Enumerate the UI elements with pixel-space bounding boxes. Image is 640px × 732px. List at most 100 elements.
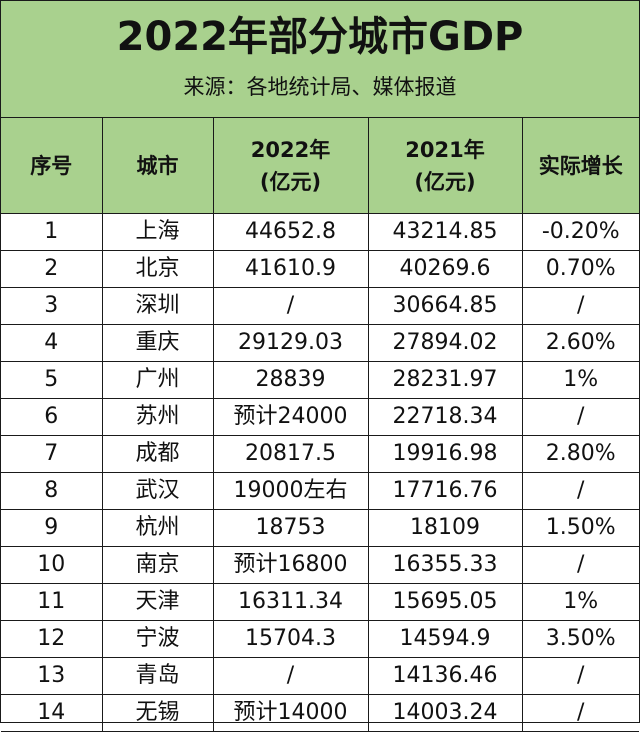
table-row: 14 无锡 预计14000 14003.24/ — [1, 694, 639, 732]
cell-city: 宁波 — [101, 620, 214, 658]
table-row: 8 武汉 19000左右 17716.76/ — [1, 472, 639, 510]
cell-index: 6 — [1, 398, 103, 436]
cell-gdp-2021: 19916.98 — [367, 435, 523, 473]
cell-city: 杭州 — [101, 509, 214, 547]
cell-growth: / — [521, 398, 639, 436]
cell-gdp-2021: 18109 — [367, 509, 523, 547]
header-index-label: 序号 — [30, 153, 73, 178]
table-row: 9 杭州 18753 18109 1.50% — [1, 509, 639, 547]
cell-growth: 1% — [521, 583, 639, 621]
cell-gdp-2021: 16355.33 — [367, 546, 523, 584]
cell-gdp-2021: 43214.85 — [367, 213, 523, 251]
table-row: 4 重庆 29129.03 27894.02 2.60% — [1, 324, 639, 362]
header-2021: 2021年 (亿元) — [367, 117, 523, 214]
cell-growth: / — [521, 657, 639, 695]
cell-gdp-2022: 16311.34 — [212, 583, 369, 621]
cell-growth: 1% — [521, 361, 639, 399]
cell-gdp-2022: 41610.9 — [212, 250, 369, 288]
header-index: 序号 — [1, 117, 103, 214]
cell-gdp-2021: 28231.97 — [367, 361, 523, 399]
cell-gdp-2022: 预计16800 — [212, 546, 369, 584]
cell-growth: / — [521, 472, 639, 510]
title-banner: 2022年部分城市GDP 来源：各地统计局、媒体报道 — [1, 1, 639, 118]
table-row: 3 深圳/30664.85/ — [1, 287, 639, 325]
cell-gdp-2022: 19000左右 — [212, 472, 369, 510]
cell-gdp-2022: 44652.8 — [212, 213, 369, 251]
cell-growth: / — [521, 546, 639, 584]
cell-gdp-2021: 40269.6 — [367, 250, 523, 288]
header-2021-year: 2021年 — [405, 137, 485, 162]
cell-index: 5 — [1, 361, 103, 399]
cell-index: 9 — [1, 509, 103, 547]
cell-gdp-2022: 预计14000 — [212, 694, 369, 732]
cell-gdp-2021: 27894.02 — [367, 324, 523, 362]
table-row: 1 上海 44652.8 43214.85 -0.20% — [1, 213, 639, 251]
cell-gdp-2022: 29129.03 — [212, 324, 369, 362]
cell-growth: -0.20% — [521, 213, 639, 251]
cell-city: 无锡 — [101, 694, 214, 732]
header-growth-label: 实际增长 — [538, 153, 623, 178]
cell-index: 8 — [1, 472, 103, 510]
cell-index: 12 — [1, 620, 103, 658]
cell-city: 天津 — [101, 583, 214, 621]
cell-index: 13 — [1, 657, 103, 695]
cell-index: 11 — [1, 583, 103, 621]
source-note: 来源：各地统计局、媒体报道 — [183, 75, 457, 99]
cell-growth: 1.50% — [521, 509, 639, 547]
cell-gdp-2021: 14594.9 — [367, 620, 523, 658]
cell-index: 4 — [1, 324, 103, 362]
table-row: 7 成都 20817.5 19916.98 2.80% — [1, 435, 639, 473]
cell-city: 广州 — [101, 361, 214, 399]
cell-gdp-2021: 14136.46 — [367, 657, 523, 695]
table-row: 6 苏州 预计24000 22718.34/ — [1, 398, 639, 436]
table-row: 10 南京 预计16800 16355.33/ — [1, 546, 639, 584]
cell-growth: 2.60% — [521, 324, 639, 362]
cell-city: 北京 — [101, 250, 214, 288]
cell-gdp-2021: 17716.76 — [367, 472, 523, 510]
cell-index: 1 — [1, 213, 103, 251]
cell-growth: / — [521, 287, 639, 325]
table-row: 2 北京 41610.9 40269.6 0.70% — [1, 250, 639, 288]
header-city: 城市 — [101, 117, 214, 214]
cell-index: 2 — [1, 250, 103, 288]
table-row: 5 广州 28839 28231.97 1% — [1, 361, 639, 399]
cell-index: 7 — [1, 435, 103, 473]
header-2022-year: 2022年 — [250, 137, 331, 162]
cell-growth: 0.70% — [521, 250, 639, 288]
header-city-label: 城市 — [136, 153, 179, 178]
cell-growth: 3.50% — [521, 620, 639, 658]
cell-index: 10 — [1, 546, 103, 584]
header-row: 序号 城市 2022年 (亿元) 2021年 (亿元) 实际增长 — [1, 117, 639, 214]
cell-gdp-2022: / — [212, 657, 369, 695]
table-body: 1 上海 44652.8 43214.85 -0.20% 2 北京 41610.9 40269.… — [1, 213, 639, 732]
cell-city: 苏州 — [101, 398, 214, 436]
cell-gdp-2021: 14003.24 — [367, 694, 523, 732]
cell-gdp-2022: / — [212, 287, 369, 325]
cell-city: 上海 — [101, 213, 214, 251]
header-growth: 实际增长 — [521, 117, 639, 214]
page-title: 2022年部分城市GDP — [116, 14, 524, 60]
cell-city: 成都 — [101, 435, 214, 473]
cell-city: 南京 — [101, 546, 214, 584]
cell-gdp-2022: 18753 — [212, 509, 369, 547]
cell-city: 武汉 — [101, 472, 214, 510]
cell-gdp-2022: 预计24000 — [212, 398, 369, 436]
cell-gdp-2022: 20817.5 — [212, 435, 369, 473]
gdp-table: 序号 城市 2022年 (亿元) 2021年 (亿元) 实际增长 1 上海 44652.… — [1, 117, 639, 732]
cell-gdp-2021: 22718.34 — [367, 398, 523, 436]
cell-index: 14 — [1, 694, 103, 732]
cell-gdp-2021: 15695.05 — [367, 583, 523, 621]
cell-gdp-2022: 15704.3 — [212, 620, 369, 658]
header-2021-unit: (亿元) — [414, 169, 476, 194]
cell-gdp-2021: 30664.85 — [367, 287, 523, 325]
header-2022: 2022年 (亿元) — [212, 117, 369, 214]
cell-gdp-2022: 28839 — [212, 361, 369, 399]
cell-growth: / — [521, 694, 639, 732]
cell-city: 青岛 — [101, 657, 214, 695]
cell-growth: 2.80% — [521, 435, 639, 473]
table-row: 13 青岛/14136.46/ — [1, 657, 639, 695]
table-row: 12 宁波 15704.3 14594.9 3.50% — [1, 620, 639, 658]
table-row: 11 天津 16311.34 15695.05 1% — [1, 583, 639, 621]
cell-city: 深圳 — [101, 287, 214, 325]
